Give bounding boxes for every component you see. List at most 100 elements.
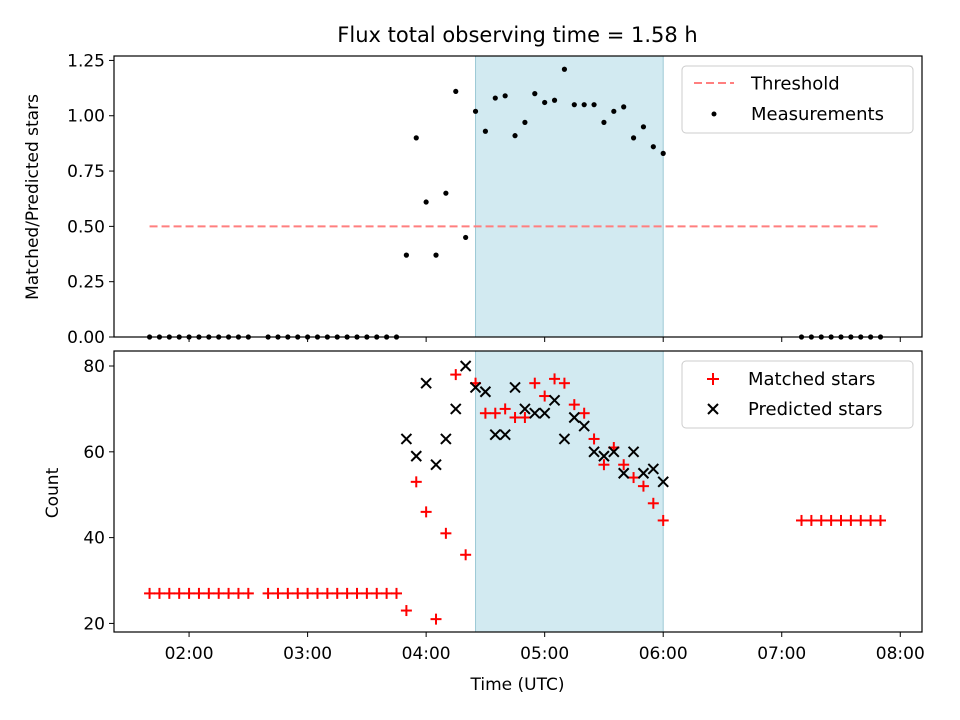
matched-point: [410, 476, 422, 488]
matched-point: [529, 377, 541, 389]
measurement-point: [551, 97, 558, 103]
predicted-point: [450, 403, 462, 415]
matched-point: [371, 587, 383, 599]
measurement-point: [581, 102, 587, 108]
matched-point: [855, 514, 867, 526]
bottom-xtick-label: 07:00: [757, 644, 806, 664]
matched-point: [321, 587, 333, 599]
measurement-point: [413, 135, 419, 141]
matched-point: [875, 514, 887, 526]
matched-point: [144, 587, 156, 599]
matched-point: [153, 587, 165, 599]
top-plot-area: 0.00 0.25 0.50 0.75 1.00 1.25: [67, 51, 923, 348]
measurement-point: [463, 234, 469, 241]
predicted-point: [509, 381, 521, 394]
predicted-point: [440, 433, 452, 445]
bottom-xtick-label: 05:00: [520, 644, 569, 664]
top-ytick-label: 0.25: [67, 273, 105, 293]
bottom-xtick-label: 03:00: [283, 644, 332, 664]
matched-point: [292, 587, 304, 599]
measurement-point: [561, 66, 568, 72]
measurement-point: [601, 119, 607, 125]
matched-point: [183, 587, 195, 599]
predicted-point: [459, 360, 472, 372]
bottom-ytick-label: 60: [83, 443, 105, 463]
measurement-point: [472, 108, 479, 114]
matched-point: [489, 407, 501, 419]
top-axes-frame: [113, 55, 923, 338]
matched-point: [825, 514, 837, 526]
bottom-ytick-label: 80: [83, 357, 105, 377]
matched-point: [637, 480, 649, 492]
matched-point: [242, 587, 254, 599]
matched-point: [272, 587, 284, 599]
bottom-ytick-label: 40: [83, 529, 105, 549]
matched-point: [509, 411, 521, 423]
matched-point: [381, 587, 393, 599]
top-panel: 0.00 0.25 0.50 0.75 1.00 1.25 Matched/Predict…: [23, 51, 923, 348]
matched-point: [845, 514, 857, 526]
predicted-point: [657, 476, 669, 488]
bottom-series-predicted-stars: [400, 360, 669, 488]
bottom-legend: Matched stars Predicted stars: [681, 360, 914, 429]
predicted-point: [430, 458, 442, 471]
predicted-point: [608, 446, 620, 458]
matched-point: [440, 527, 452, 539]
measurement-point: [640, 124, 647, 130]
matched-point: [420, 506, 432, 518]
bottom-xtick-label: 06:00: [639, 644, 688, 664]
matched-point: [232, 587, 244, 599]
predicted-point: [588, 446, 600, 458]
measurement-point: [630, 135, 637, 141]
measurement-point: [621, 104, 627, 110]
measurement-point: [542, 99, 548, 106]
predicted-point: [627, 446, 640, 458]
top-ytick-label: 0.00: [67, 328, 105, 348]
top-legend-box: [681, 65, 914, 134]
matched-point: [628, 472, 640, 484]
predicted-legend-swatch: [707, 403, 719, 415]
matched-point: [351, 587, 363, 599]
matched-point: [391, 587, 403, 599]
matched-point: [568, 399, 580, 411]
matched-legend-swatch: [707, 373, 719, 385]
top-legend: Threshold Measurements: [681, 65, 914, 134]
matched-point: [341, 587, 353, 599]
predicted-point: [538, 407, 551, 419]
measurement-point: [660, 150, 666, 156]
measurement-point: [433, 252, 439, 258]
matched-point: [815, 514, 827, 526]
top-shaded-interval: [475, 55, 664, 338]
measurement-point: [571, 102, 577, 108]
bottom-panel: 20 40 60 80 02:00 03:00 04:00 05:00 06:00 07:00 08…: [43, 350, 925, 664]
measurement-point: [512, 133, 518, 139]
bottom-legend-box: [681, 360, 914, 429]
top-ytick-label: 0.75: [67, 162, 105, 182]
matched-point: [479, 407, 491, 419]
measurement-point: [611, 108, 617, 114]
matched-point: [193, 587, 205, 599]
matched-point: [618, 459, 630, 471]
matched-point: [213, 587, 225, 599]
bottom-axes-frame: [113, 350, 923, 633]
matched-point: [262, 587, 274, 599]
bottom-xtick-label: 08:00: [876, 644, 925, 664]
matched-point: [302, 587, 314, 599]
top-ytick-label: 1.25: [67, 51, 105, 71]
matched-point: [450, 369, 462, 381]
matched-point: [282, 587, 294, 599]
predicted-point: [529, 407, 541, 419]
measurement-point: [522, 119, 528, 125]
matched-point: [865, 514, 877, 526]
predicted-point: [469, 381, 482, 394]
matched-point: [549, 373, 561, 385]
matched-point: [539, 390, 551, 402]
measurement-point: [453, 88, 459, 95]
matched-point: [499, 403, 511, 415]
predicted-point: [558, 433, 571, 445]
predicted-point: [548, 394, 561, 407]
predicted-point: [568, 411, 581, 424]
matched-point: [558, 377, 570, 389]
matched-point: [203, 587, 215, 599]
predicted-point: [420, 377, 432, 389]
